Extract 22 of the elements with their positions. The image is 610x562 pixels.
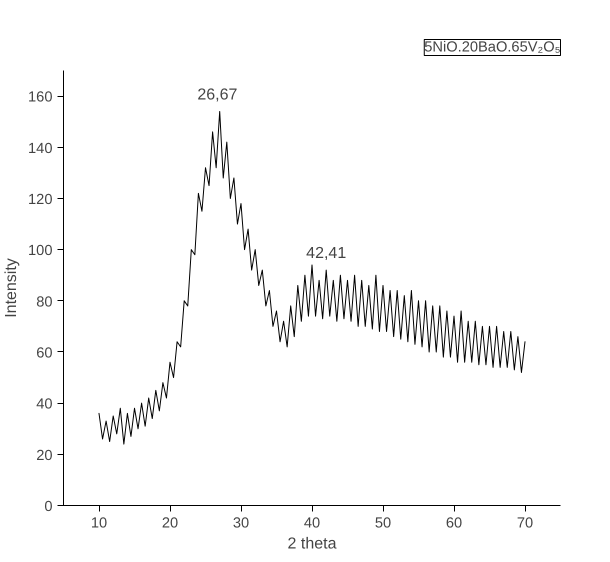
x-axis-title: 2 theta — [288, 536, 337, 552]
annotation: 26,67 — [197, 86, 238, 104]
x-tick-label: 60 — [446, 516, 462, 532]
y-tick-label: 0 — [44, 499, 53, 515]
y-tick-label: 80 — [36, 294, 53, 310]
y-tick-label: 120 — [28, 192, 53, 208]
x-tick-label: 40 — [304, 516, 320, 532]
annotation: 42,41 — [306, 245, 346, 262]
y-tick-label: 160 — [28, 90, 53, 106]
y-tick-label: 140 — [28, 140, 53, 157]
text: 5NiO.20BaO.65V₂O₅ — [424, 40, 561, 56]
y-tick-label: 60 — [36, 345, 53, 362]
y-tick-label: 100 — [28, 243, 53, 260]
x-tick-label: 30 — [232, 516, 250, 532]
y-tick-label: 20 — [36, 448, 53, 464]
x-tick-label: 70 — [516, 516, 534, 532]
x-tick-label: 20 — [162, 516, 178, 532]
x-tick-label: 50 — [374, 516, 392, 532]
x-tick-label: 10 — [90, 516, 108, 532]
y-tick-label: 40 — [36, 396, 53, 413]
line-series — [98, 110, 526, 445]
y-axis-title: Intensity — [3, 258, 20, 318]
